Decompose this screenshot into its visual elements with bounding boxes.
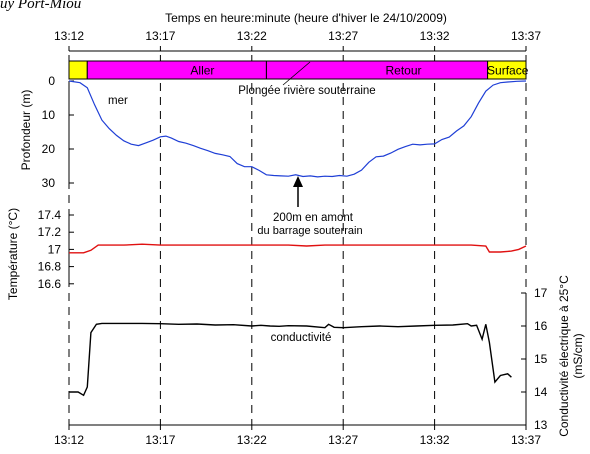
phase-label: Aller xyxy=(190,64,214,78)
conductivity-y-label: Conductivité électrique à 25°C(mS/cm) xyxy=(557,275,585,437)
phase-label: Retour xyxy=(386,64,422,78)
annotation-arrow-head xyxy=(293,176,303,187)
bottom-tick-label: 13:37 xyxy=(511,433,541,447)
conductivity-series-label: conductivité xyxy=(271,332,332,344)
top-tick-label: 13:22 xyxy=(237,29,267,43)
bottom-tick-label: 13:27 xyxy=(328,433,358,447)
depth-y-axis: 0 10 20 30 xyxy=(42,74,74,190)
bottom-tick-label: 13:22 xyxy=(237,433,267,447)
conductivity-y-axis: 17 16 15 14 13 xyxy=(521,286,548,432)
conductivity-tick-label: 16 xyxy=(534,319,548,333)
annotation-amont-line2: du barrage souterrain xyxy=(257,225,362,237)
top-axis-title: Temps en heure:minute (heure d'hiver le … xyxy=(165,11,447,25)
depth-tick-label: 30 xyxy=(42,176,56,190)
top-tick-label: 13:27 xyxy=(328,29,358,43)
phase-segment xyxy=(487,60,527,80)
depth-tick-label: 10 xyxy=(42,108,56,122)
temperature-panel: 17.4 17.2 17 16.8 16.6 Température (°C) xyxy=(6,208,527,300)
phase-segment xyxy=(265,60,489,80)
temperature-tick-label: 17 xyxy=(48,242,62,256)
phase-label: Surface xyxy=(487,64,529,78)
phase-bar: Aller Retour Surface xyxy=(68,60,529,80)
header-fragment: uy Port-Miou xyxy=(0,0,82,12)
conductivity-panel: 17 16 15 14 13 Conductivité électrique à 25°… xyxy=(69,275,585,437)
annotation-amont-line1: 200m en amont xyxy=(273,212,354,224)
temperature-y-label: Température (°C) xyxy=(6,208,20,300)
top-tick-label: 13:17 xyxy=(145,29,175,43)
top-tick-label: 13:12 xyxy=(54,29,84,43)
depth-tick-label: 20 xyxy=(42,142,56,156)
top-tick-label: 13:37 xyxy=(511,29,541,43)
bottom-tick-label: 13:17 xyxy=(145,433,175,447)
temperature-tick-label: 16.6 xyxy=(38,277,62,291)
annotation-plongee: Plongée rivière souterraine xyxy=(238,85,375,97)
depth-panel: Aller Retour Surface 0 10 20 30 Profondeur (m… xyxy=(19,55,529,425)
bottom-tick-label: 13:12 xyxy=(54,433,84,447)
conductivity-tick-label: 17 xyxy=(534,286,548,300)
temperature-tick-label: 16.8 xyxy=(38,260,62,274)
depth-tick-label: 0 xyxy=(48,74,55,88)
depth-vertical-grid xyxy=(68,55,527,425)
temperature-series-line xyxy=(69,243,527,254)
bottom-tick-label: 13:32 xyxy=(420,433,450,447)
depth-y-label: Profondeur (m) xyxy=(19,90,33,171)
conductivity-tick-label: 15 xyxy=(534,352,548,366)
phase-segment xyxy=(68,60,88,80)
conductivity-tick-label: 13 xyxy=(534,418,548,432)
temperature-tick-label: 17.2 xyxy=(38,225,62,239)
temperature-tick-label: 17.4 xyxy=(38,208,62,222)
temperature-y-axis: 17.4 17.2 17 16.8 16.6 xyxy=(38,208,74,291)
conductivity-series-line xyxy=(69,322,512,397)
phase-segment xyxy=(86,60,267,80)
annotation-plongee-pointer xyxy=(282,61,311,86)
conductivity-tick-label: 14 xyxy=(534,385,548,399)
top-time-axis: 13:12 13:17 13:22 13:27 13:32 13:37 xyxy=(54,29,541,52)
bottom-time-axis: 13:12 13:17 13:22 13:27 13:32 13:37 xyxy=(54,424,541,447)
depth-series-line xyxy=(68,80,527,178)
annotation-mer: mer xyxy=(108,95,128,107)
top-tick-label: 13:32 xyxy=(420,29,450,43)
